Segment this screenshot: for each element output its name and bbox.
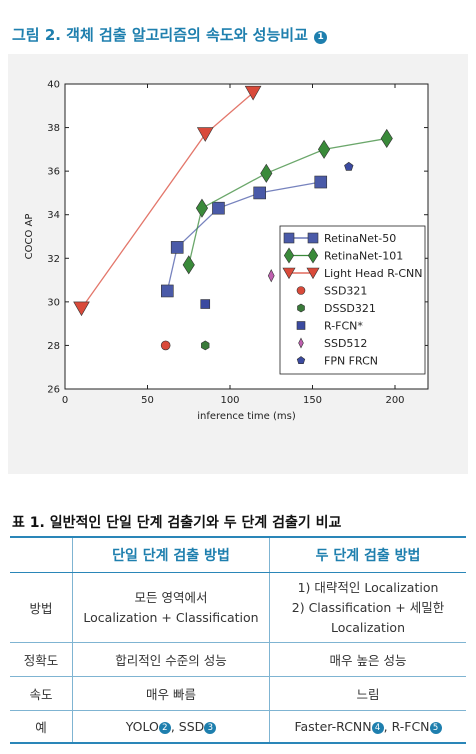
legend-marker: [282, 267, 296, 280]
x-tick-label: 0: [62, 395, 68, 406]
data-point: [196, 127, 214, 142]
data-point: [344, 161, 354, 171]
cell-speed-one-stage: 매우 빠름: [72, 676, 270, 711]
cell-accuracy-one-stage: 합리적인 수준의 성능: [72, 642, 270, 677]
y-tick-label: 32: [47, 254, 60, 265]
example-text: YOLO: [125, 718, 159, 734]
table-title: 표 1. 일반적인 단일 단계 검출기와 두 단계 검출기 비교: [12, 515, 342, 531]
legend-box: [279, 225, 426, 375]
legend-label: SSD321: [324, 285, 367, 298]
x-tick-label: 200: [385, 395, 404, 406]
data-point: [260, 163, 273, 183]
x-tick-label: 50: [141, 395, 154, 406]
legend-marker: [297, 303, 305, 313]
legend-label: RetinaNet-101: [324, 250, 403, 263]
table-row-accuracy: 정확도 합리적인 수준의 성능 매우 높은 성능: [10, 642, 466, 677]
row-label-accuracy: 정확도: [10, 642, 73, 677]
legend-marker: [296, 321, 306, 330]
data-point: [253, 186, 266, 200]
cell-method-one-stage: 모든 영역에서 Localization + Classification: [72, 572, 270, 643]
row-label-method: 방법: [10, 572, 73, 643]
y-tick-label: 34: [47, 210, 60, 221]
reference-badge: 3: [204, 721, 217, 734]
header-two-stage: 두 단계 검출 방법: [269, 536, 466, 573]
x-axis-label: inference time (ms): [197, 411, 296, 422]
data-point: [161, 284, 174, 298]
row-label-speed: 속도: [10, 676, 73, 711]
y-tick-label: 36: [47, 167, 60, 178]
reference-badge: 4: [371, 721, 384, 734]
cell-accuracy-two-stage: 매우 높은 성능: [269, 642, 466, 677]
data-point: [73, 301, 90, 317]
reference-badge: 2: [158, 721, 171, 734]
data-point: [182, 255, 195, 275]
data-point: [314, 175, 328, 189]
legend-marker: [283, 232, 295, 244]
legend-marker: [296, 356, 306, 365]
figure-title-text: 그림 2. 객체 검출 알고리즘의 속도와 성능비교: [12, 26, 308, 44]
figure-title: 그림 2. 객체 검출 알고리즘의 속도와 성능비교 1: [12, 24, 328, 45]
y-tick-label: 30: [47, 297, 60, 308]
cell-speed-two-stage: 느림: [269, 676, 466, 711]
figure-number-badge: 1: [314, 31, 328, 44]
cell-example-one-stage: YOLO 2, SSD 3: [72, 710, 270, 744]
data-point: [170, 241, 184, 254]
header-corner: [10, 536, 73, 573]
table-row-method: 방법 모든 영역에서 Localization + Classification…: [10, 572, 466, 643]
comparison-table: 단일 단계 검출 방법 두 단계 검출 방법 방법 모든 영역에서 Locali…: [10, 536, 466, 744]
data-point: [160, 340, 171, 351]
cell-line: 모든 영역에서: [134, 589, 208, 605]
legend-marker: [298, 337, 304, 349]
legend-marker: [307, 247, 319, 264]
header-one-stage: 단일 단계 검출 방법: [72, 536, 270, 573]
performance-chart: 0 50 100 150 200 26 28 30 32 34 36 38 40 inference ti…: [24, 80, 429, 422]
legend-label: R-FCN*: [324, 320, 363, 333]
cell-line: Localization + Classification: [83, 609, 259, 625]
reference-badge: 5: [429, 721, 442, 734]
example-text: , SSD: [170, 718, 205, 734]
legend-label: SSD512: [324, 337, 367, 350]
data-point: [201, 340, 210, 351]
cell-line: Localization: [330, 619, 406, 635]
data-point: [195, 198, 209, 218]
cell-line: 1) 대략적인 Localization: [297, 579, 439, 595]
y-tick-label: 38: [47, 123, 60, 134]
data-point: [200, 299, 211, 309]
legend-label: FPN FRCN: [324, 355, 378, 368]
legend-label: RetinaNet-50: [324, 232, 396, 245]
table-row-example: 예 YOLO 2, SSD 3 Faster-RCNN 4, R-FCN 5: [10, 710, 466, 744]
cell-example-two-stage: Faster-RCNN 4, R-FCN 5: [269, 710, 466, 744]
chart-panel: 0 50 100 150 200 26 28 30 32 34 36 38 40 inference ti…: [8, 54, 468, 474]
legend-label: DSSD321: [324, 302, 376, 315]
y-tick-label: 26: [47, 385, 60, 396]
data-point: [212, 201, 225, 215]
cell-method-two-stage: 1) 대략적인 Localization 2) Classification +…: [269, 572, 466, 643]
cell-line: 2) Classification + 세밀한: [291, 599, 445, 615]
legend-label: Light Head R-CNN: [324, 267, 423, 280]
data-point: [317, 139, 331, 159]
legend-marker: [306, 267, 320, 280]
data-point: [244, 85, 262, 101]
y-axis-label: COCO AP: [24, 214, 35, 260]
legend-marker: [283, 247, 295, 264]
table-header-row: 단일 단계 검출 방법 두 단계 검출 방법: [10, 536, 466, 573]
example-text: , R-FCN: [383, 718, 430, 734]
legend-marker: [296, 286, 306, 295]
x-tick-label: 150: [303, 395, 322, 406]
x-tick-label: 100: [220, 395, 239, 406]
example-text: Faster-RCNN: [294, 718, 372, 734]
y-tick-label: 28: [47, 341, 60, 352]
table-row-speed: 속도 매우 빠름 느림: [10, 676, 466, 711]
row-label-example: 예: [10, 710, 73, 744]
data-point: [380, 128, 393, 149]
legend-marker: [307, 232, 319, 244]
y-tick-label: 40: [47, 80, 60, 91]
data-point: [267, 269, 275, 283]
